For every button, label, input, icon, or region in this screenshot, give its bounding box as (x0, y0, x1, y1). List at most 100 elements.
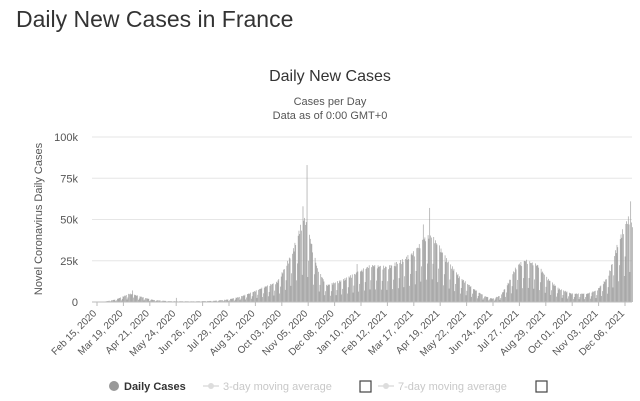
bar[interactable] (477, 295, 479, 302)
bar[interactable] (133, 294, 135, 302)
bar[interactable] (371, 267, 372, 302)
bar[interactable] (275, 284, 276, 302)
bar[interactable] (129, 293, 131, 302)
bar[interactable] (489, 298, 491, 302)
bar[interactable] (555, 285, 556, 302)
bar[interactable] (242, 295, 244, 302)
bar[interactable] (145, 298, 146, 302)
bar[interactable] (455, 283, 456, 302)
bar[interactable] (164, 300, 166, 302)
bar[interactable] (393, 279, 394, 302)
bar[interactable] (210, 300, 212, 302)
bar[interactable] (347, 293, 348, 302)
bar[interactable] (354, 273, 355, 302)
bar[interactable] (215, 300, 217, 302)
bar[interactable] (237, 297, 238, 302)
bar[interactable] (352, 292, 354, 302)
bar[interactable] (117, 298, 119, 302)
bar[interactable] (507, 282, 509, 302)
bar[interactable] (163, 300, 165, 302)
bar[interactable] (315, 262, 317, 302)
bar[interactable] (456, 275, 458, 302)
bar[interactable] (285, 280, 287, 302)
bar[interactable] (225, 299, 226, 302)
bar[interactable] (218, 300, 220, 302)
bar[interactable] (493, 298, 494, 302)
bar[interactable] (324, 295, 326, 302)
bar[interactable] (468, 284, 470, 302)
bar[interactable] (565, 290, 566, 302)
bar[interactable] (240, 298, 242, 302)
bar[interactable] (613, 275, 615, 302)
bar[interactable] (341, 294, 343, 302)
bar[interactable] (284, 269, 285, 302)
bar[interactable] (335, 295, 337, 302)
bar[interactable] (213, 300, 215, 302)
bar[interactable] (157, 300, 159, 302)
bar[interactable] (396, 261, 397, 302)
bar[interactable] (433, 237, 435, 302)
bar[interactable] (403, 287, 405, 302)
bar[interactable] (262, 297, 263, 302)
bar[interactable] (420, 281, 422, 302)
bar[interactable] (258, 289, 259, 302)
bar[interactable] (366, 267, 368, 302)
bar[interactable] (241, 296, 242, 302)
bar[interactable] (375, 289, 376, 302)
bar[interactable] (393, 266, 395, 302)
bar[interactable] (226, 299, 228, 302)
bar[interactable] (235, 297, 237, 302)
bar[interactable] (405, 258, 406, 302)
bar[interactable] (444, 255, 446, 302)
bar[interactable] (126, 299, 128, 302)
bar[interactable] (589, 292, 590, 302)
bar[interactable] (143, 300, 145, 302)
bar[interactable] (303, 220, 305, 302)
bar[interactable] (498, 296, 499, 302)
bar[interactable] (480, 293, 481, 302)
bar[interactable] (108, 300, 109, 302)
bar[interactable] (513, 271, 514, 302)
bar[interactable] (229, 300, 230, 302)
bar[interactable] (426, 279, 427, 302)
bar[interactable] (386, 289, 388, 302)
bar[interactable] (238, 296, 240, 302)
bar[interactable] (506, 292, 507, 303)
bar[interactable] (243, 295, 245, 302)
bar[interactable] (445, 261, 447, 302)
legend-checkbox[interactable] (359, 380, 372, 393)
bar[interactable] (440, 248, 442, 302)
bar[interactable] (163, 300, 164, 302)
bar[interactable] (367, 266, 368, 302)
bar[interactable] (442, 252, 443, 302)
bar[interactable] (587, 293, 589, 302)
bar[interactable] (543, 273, 544, 302)
bar[interactable] (606, 293, 608, 302)
bar[interactable] (614, 256, 615, 302)
bar[interactable] (246, 294, 248, 302)
bar[interactable] (509, 279, 510, 302)
bar[interactable] (327, 284, 329, 302)
bar[interactable] (383, 265, 385, 302)
bar[interactable] (462, 280, 464, 302)
bar[interactable] (363, 268, 364, 302)
bar[interactable] (483, 298, 485, 302)
bar[interactable] (435, 240, 436, 302)
bar[interactable] (568, 296, 569, 302)
bar[interactable] (153, 300, 154, 302)
bar[interactable] (407, 255, 409, 302)
bar[interactable] (298, 230, 300, 302)
bar[interactable] (450, 264, 452, 302)
bar[interactable] (602, 291, 603, 302)
bar[interactable] (132, 290, 133, 302)
bar[interactable] (627, 223, 628, 302)
bar[interactable] (504, 289, 506, 302)
bar[interactable] (379, 266, 380, 302)
bar[interactable] (276, 281, 277, 302)
bar[interactable] (278, 279, 280, 302)
bar[interactable] (528, 278, 530, 302)
bar[interactable] (146, 298, 148, 302)
bar[interactable] (334, 282, 336, 302)
bar[interactable] (500, 298, 502, 302)
bar[interactable] (619, 265, 620, 302)
